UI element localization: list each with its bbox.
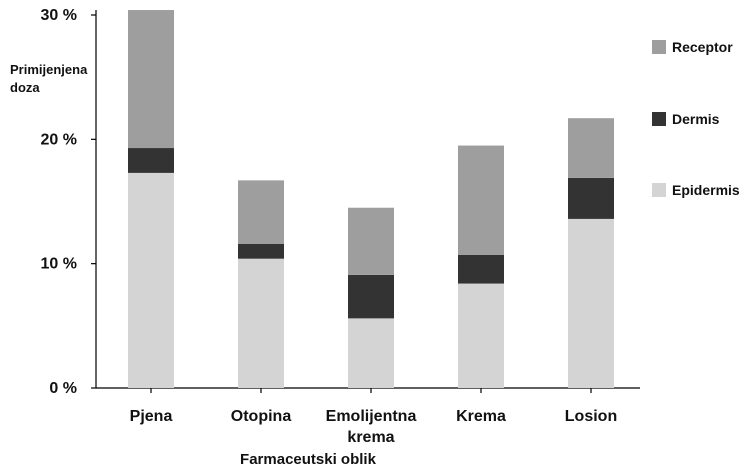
bar-krema-dermis (458, 254, 504, 284)
y-axis-label-line-1: Primijenjena (10, 62, 88, 77)
legend-swatch-dermis (652, 112, 666, 126)
x-tick-label-pjena: Pjena (130, 408, 173, 425)
bar-krema-epidermis (458, 283, 504, 388)
x-axis-label: Farmaceutski oblik (240, 451, 376, 468)
y-tick-label-0: 0 % (49, 380, 77, 397)
legend-swatch-receptor (652, 40, 666, 54)
legend-swatch-epidermis (652, 183, 666, 197)
bar-otopina-dermis (238, 243, 284, 259)
bar-pjena-dermis (128, 148, 174, 173)
bar-losion-dermis (568, 177, 614, 219)
x-tick-label-krema: Krema (456, 408, 506, 425)
bar-pjena-epidermis (128, 172, 174, 388)
x-tick-label-losion: Losion (565, 408, 617, 425)
bar-otopina-epidermis (238, 258, 284, 388)
bar-losion-epidermis (568, 218, 614, 388)
bar-pjena-receptor (128, 10, 174, 149)
bar-krema-receptor (458, 145, 504, 255)
y-tick-label-30: 30 % (41, 7, 77, 24)
bar-emolijentna-krema-epidermis (348, 318, 394, 388)
bar-emolijentna-krema-receptor (348, 207, 394, 275)
y-tick-label-20: 20 % (41, 131, 77, 148)
bar-otopina-receptor (238, 180, 284, 244)
x-tick-label-emolijentna-krema-1: krema (347, 429, 394, 446)
y-tick-label-10: 10 % (41, 256, 77, 273)
bar-emolijentna-krema-dermis (348, 274, 394, 319)
x-tick-label-otopina: Otopina (231, 408, 292, 425)
legend-label-receptor: Receptor (672, 39, 733, 55)
legend-label-dermis: Dermis (672, 111, 720, 127)
y-axis-label-line-2: doza (10, 80, 40, 95)
bar-losion-receptor (568, 118, 614, 178)
x-tick-label-emolijentna-krema: Emolijentna (326, 408, 417, 425)
legend-label-epidermis: Epidermis (672, 182, 740, 198)
